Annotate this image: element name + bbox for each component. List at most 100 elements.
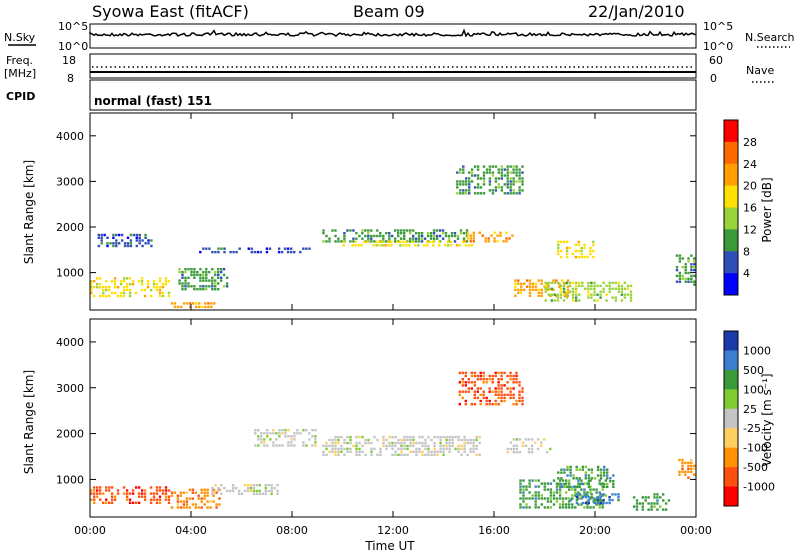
beam-title: Beam 09 (353, 2, 425, 21)
power-colorbar-label: 16 (743, 202, 757, 215)
power-echoes (90, 165, 696, 309)
velocity-colorbar-swatch (724, 428, 738, 448)
power-echo-band (342, 240, 474, 247)
power-colorbar-swatch (724, 207, 738, 230)
velocity-xtick-label: 00:00 (680, 524, 712, 537)
velocity-echo-band (211, 484, 279, 495)
power-echo-band (90, 277, 171, 298)
velocity-ytick-label: 4000 (56, 336, 84, 349)
nave-label: Nave (746, 64, 774, 77)
velocity-echo-band (569, 493, 620, 505)
power-colorbar: 28 24 20 16 12 8 4 (723, 119, 757, 296)
velocity-echo-band (254, 429, 317, 447)
velocity-colorbar-swatch (724, 350, 738, 371)
velocity-echo-band (519, 479, 607, 509)
velocity-xtick-label: 12:00 (377, 524, 409, 537)
power-colorbar-label: Power [dB] (760, 177, 774, 242)
power-echo-band (199, 247, 311, 254)
nsky-tick-top: 10^5 (58, 20, 88, 33)
power-colorbar-label: 20 (743, 180, 757, 193)
station-title: Syowa East (fitACF) (92, 2, 249, 21)
freq-label: Freq. (6, 54, 33, 67)
nsearch-tick-bottom: 10^0 (703, 40, 733, 53)
velocity-colorbar-swatch (724, 447, 738, 468)
nave-tick-bottom: 0 (710, 72, 717, 85)
velocity-xtick-label: 08:00 (276, 524, 308, 537)
power-colorbar-frame (723, 119, 739, 296)
power-xticks (89, 113, 697, 310)
velocity-colorbar-label: 1000 (743, 344, 771, 357)
velocity-xtick-label: 04:00 (175, 524, 207, 537)
power-ytick-label: 4000 (56, 130, 84, 143)
power-colorbar-label: 12 (743, 223, 757, 236)
velocity-colorbar-swatch (724, 389, 738, 410)
freq-tick-top: 18 (62, 54, 76, 67)
power-panel: 4000 3000 2000 1000 Slant Range [km] (22, 112, 697, 311)
power-echo-band (178, 268, 229, 291)
velocity-echo-band (90, 486, 171, 504)
velocity-colorbar-label: 25 (743, 403, 757, 416)
power-echo-band (675, 254, 696, 286)
velocity-colorbar-swatch (724, 467, 738, 487)
velocity-colorbar-swatch (724, 486, 738, 507)
velocity-echo-band (557, 465, 615, 489)
velocity-panel: 4000 3000 2000 1000 00:00 04:00 08:00 12:00 16:… (22, 318, 712, 553)
velocity-xtick-label: 16:00 (478, 524, 510, 537)
velocity-echo-band (632, 493, 671, 511)
velocity-echo-band (678, 458, 696, 479)
nsky-trace (89, 28, 697, 38)
velocity-colorbar-label: 100 (743, 383, 764, 396)
cpid-value: normal (fast) 151 (94, 94, 212, 108)
date-title: 22/Jan/2010 (588, 2, 685, 21)
velocity-colorbar-label: -25 (743, 422, 761, 435)
velocity-colorbar-swatch (724, 408, 738, 429)
power-colorbar-swatch (724, 273, 738, 296)
nsearch-label: N.Search (745, 31, 795, 44)
nsky-tick-bottom: 10^0 (58, 40, 88, 53)
velocity-colorbar-swatch (724, 331, 738, 351)
velocity-echoes (90, 371, 696, 511)
power-echo-band (170, 302, 216, 309)
power-frame (89, 112, 697, 311)
velocity-colorbar-label: Velocity [m s⁻¹] (760, 373, 774, 466)
power-colorbar-swatch (724, 229, 738, 252)
freq-panel: Freq. [MHz] 18 8 60 0 Nave (4, 53, 774, 85)
power-echo-band (544, 281, 633, 302)
velocity-colorbar-label: -1000 (743, 481, 775, 494)
nave-tick-top: 60 (709, 54, 723, 67)
nsky-panel: N.Sky 10^5 10^0 10^5 10^0 N.Search (4, 20, 795, 53)
power-colorbar-swatch (724, 185, 738, 208)
velocity-yticks: 4000 3000 2000 1000 (56, 336, 696, 486)
power-echo-band (456, 165, 524, 195)
velocity-xlabel: Time UT (364, 539, 415, 553)
velocity-ytick-label: 2000 (56, 428, 84, 441)
velocity-xtick-label: 20:00 (579, 524, 611, 537)
power-echo-band (322, 229, 469, 243)
velocity-colorbar: 1000 500 100 25 -25 -100 -500 -1000 (723, 330, 775, 507)
velocity-xtick-label: 00:00 (74, 524, 106, 537)
power-ylabel: Slant Range [km] (22, 160, 36, 264)
nsearch-tick-top: 10^5 (703, 20, 733, 33)
velocity-colorbar-swatch (724, 369, 738, 390)
power-ytick-label: 1000 (56, 267, 84, 280)
cpid-panel: CPID normal (fast) 151 (6, 79, 697, 111)
cpid-label: CPID (6, 90, 35, 103)
velocity-echo-band (322, 435, 481, 456)
velocity-xticks: 00:00 04:00 08:00 12:00 16:00 20:00 00:00 (74, 319, 712, 537)
power-colorbar-label: 24 (743, 158, 757, 171)
power-echo-band (514, 279, 570, 297)
nsky-label: N.Sky (4, 31, 36, 44)
power-echo-band (97, 233, 153, 248)
power-colorbar-label: 28 (743, 136, 757, 149)
power-colorbar-swatch (724, 251, 738, 274)
velocity-echo-band (506, 438, 552, 454)
velocity-colorbar-label: 500 (743, 364, 764, 377)
power-colorbar-label: 8 (743, 245, 750, 258)
power-colorbar-label: 4 (743, 267, 750, 280)
velocity-colorbar-frame (723, 330, 739, 507)
freq-tick-bottom: 8 (67, 72, 74, 85)
power-colorbar-swatch (724, 163, 738, 186)
freq-unit: [MHz] (4, 67, 36, 80)
power-ytick-label: 2000 (56, 221, 84, 234)
